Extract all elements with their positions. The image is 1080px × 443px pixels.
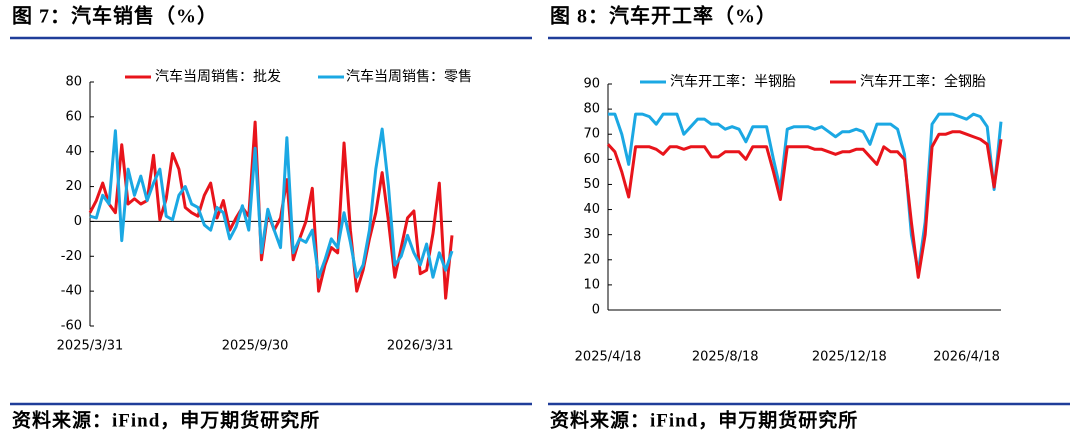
y-tick-label: 90 [583, 77, 600, 92]
y-tick-label: 50 [583, 177, 600, 192]
y-tick-label: 80 [65, 75, 82, 90]
y-tick-label: 60 [65, 109, 82, 124]
y-tick-label: 10 [583, 277, 600, 292]
source-note: 资料来源：iFind，申万期货研究所 [550, 408, 858, 431]
legend-label: 汽车当周销售：批发 [155, 68, 281, 85]
y-tick-label: 20 [583, 252, 600, 267]
series-line [89, 127, 454, 279]
series-line [608, 112, 1003, 274]
y-tick-label: 60 [583, 152, 600, 167]
legend-label: 汽车开工率：全钢胎 [860, 73, 986, 90]
x-tick-label: 2025/8/18 [692, 350, 759, 365]
chart-title: 图 7：汽车销售（%） [12, 4, 218, 28]
y-tick-label: 40 [65, 144, 82, 159]
y-tick-label: 40 [583, 202, 600, 217]
x-tick-label: 2026/4/18 [933, 350, 1000, 365]
y-tick-label: 80 [583, 102, 600, 117]
source-note: 资料来源：iFind，申万期货研究所 [12, 408, 320, 431]
y-tick-label: 0 [74, 214, 82, 229]
y-tick-label: 30 [583, 227, 600, 242]
series-line [88, 120, 454, 300]
y-tick-label: -40 [61, 284, 82, 299]
chart-title: 图 8：汽车开工率（%） [550, 4, 777, 28]
y-tick-label: 20 [65, 179, 82, 194]
x-tick-label: 2025/3/31 [57, 339, 124, 354]
x-tick-label: 2025/12/18 [812, 350, 887, 365]
legend-label: 汽车当周销售：零售 [346, 68, 472, 85]
y-tick-label: -60 [61, 319, 82, 334]
series-line [606, 130, 1003, 279]
x-tick-label: 2026/3/31 [387, 339, 454, 354]
y-tick-label: 70 [583, 127, 600, 142]
x-tick-label: 2025/4/18 [575, 350, 642, 365]
x-tick-label: 2025/9/30 [222, 339, 289, 354]
y-tick-label: -20 [61, 249, 82, 264]
legend-label: 汽车开工率：半钢胎 [670, 73, 796, 90]
y-tick-label: 0 [592, 303, 600, 318]
